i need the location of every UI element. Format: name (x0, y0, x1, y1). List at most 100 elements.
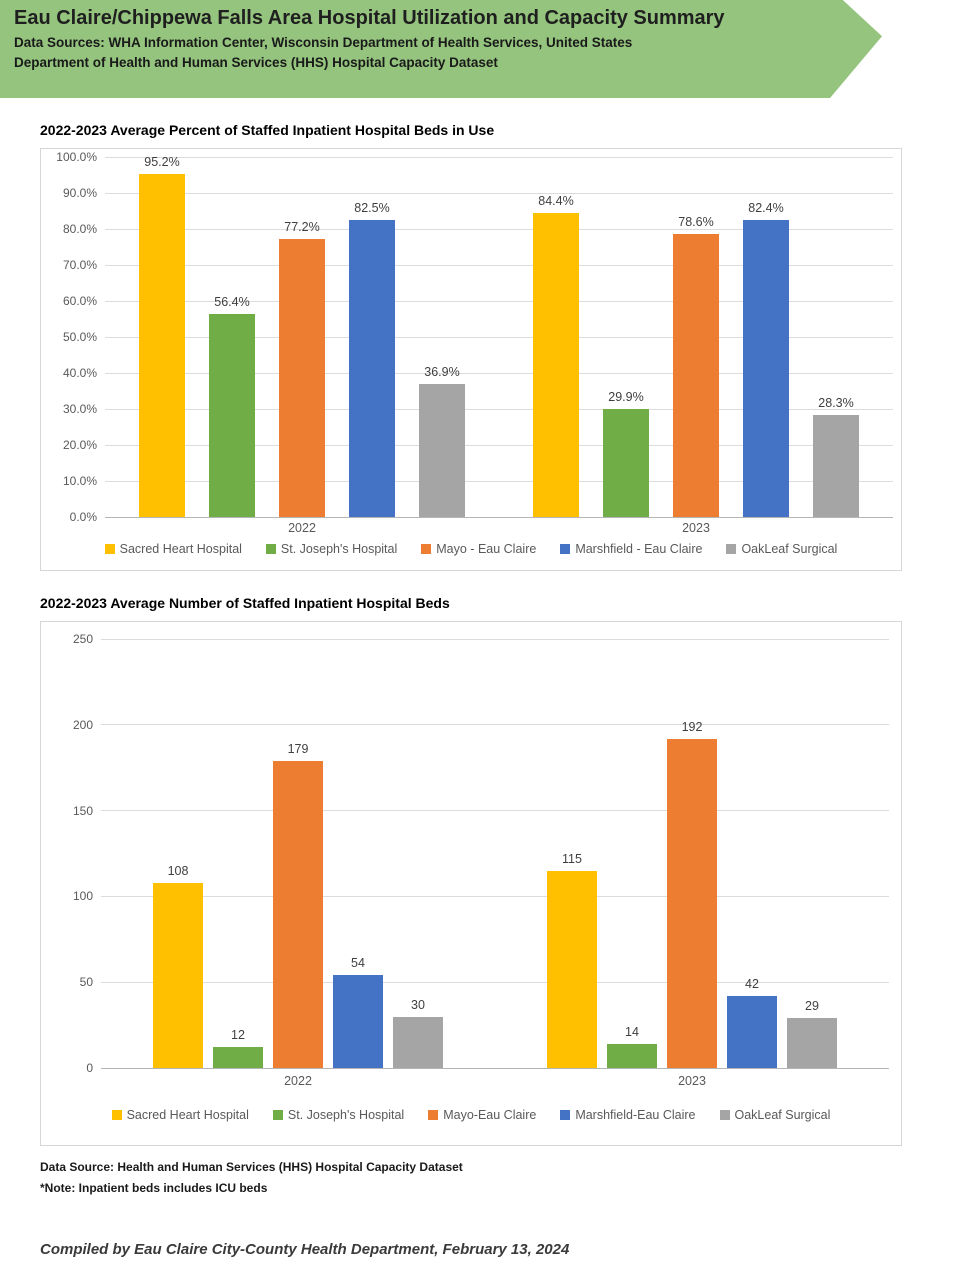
legend-item: Mayo - Eau Claire (421, 542, 536, 556)
legend-item: OakLeaf Surgical (726, 542, 837, 556)
bar (603, 409, 649, 517)
gridline (101, 981, 889, 983)
data-source-footnote: Data Source: Health and Human Services (… (40, 1160, 463, 1174)
bar-groups: 95.2% 56.4% 77.2% 82.5% 36.9% 84.4% 29.9% 78.6%… (105, 155, 893, 517)
legend-item: St. Joseph's Hospital (265, 542, 397, 556)
legend-item: Mayo-Eau Claire (428, 1108, 536, 1122)
y-tick-label: 0 (86, 1061, 93, 1075)
bar (533, 213, 579, 517)
legend-item: Sacred Heart Hospital (104, 542, 242, 556)
bar-group-2023: 115 14 192 42 29 (495, 639, 889, 1068)
gridline (105, 516, 893, 518)
bar-wrap: 12 (213, 1028, 263, 1068)
legend-label: Marshfield - Eau Claire (575, 542, 703, 556)
bar (727, 995, 777, 1068)
gridline (101, 1067, 889, 1069)
bar-value-label: 192 (681, 719, 703, 734)
legend-swatch (265, 544, 276, 554)
bar-wrap: 84.4% (533, 194, 579, 517)
bar-value-label: 42 (745, 976, 759, 991)
gridline (101, 724, 889, 726)
legend-label: St. Joseph's Hospital (287, 1108, 405, 1122)
y-tick-label: 50 (79, 975, 93, 990)
bar-wrap: 82.4% (743, 201, 789, 517)
legend-item: St. Joseph's Hospital (272, 1108, 405, 1122)
chart2-plot-area: 0 50 100 150 200 250 108 12 179 54 30 115 14 192 42 29 … (40, 621, 902, 1146)
bar (213, 1047, 263, 1068)
bar-group-2023: 84.4% 29.9% 78.6% 82.4% 28.3% (499, 157, 893, 517)
bar-value-label: 78.6% (678, 215, 714, 230)
compiled-by-footer: Compiled by Eau Claire City-County Healt… (40, 1241, 570, 1258)
bar-value-label: 28.3% (818, 396, 854, 411)
bar-value-label: 115 (562, 851, 582, 866)
bar (139, 174, 185, 517)
bar-groups: 108 12 179 54 30 115 14 192 42 29 (101, 639, 889, 1068)
chart1-title: 2022-2023 Average Percent of Staffed Inp… (40, 122, 495, 138)
gridline (105, 228, 893, 230)
y-tick-label: 90.0% (62, 186, 97, 200)
chart2-plot: 0 50 100 150 200 250 108 12 179 54 30 115 14 192 42 29 (73, 632, 889, 1075)
bar (153, 882, 203, 1068)
gridline (101, 638, 889, 640)
legend-item: Marshfield - Eau Claire (560, 542, 702, 556)
bar-wrap: 115 (547, 852, 597, 1068)
header-banner: Eau Claire/Chippewa Falls Area Hospital … (0, 0, 882, 98)
chart2-legend: Sacred Heart Hospital St. Joseph's Hospit… (41, 1108, 901, 1122)
y-tick-label: 0.0% (69, 510, 97, 524)
number-of-beds-section: 2022-2023 Average Number of Staffed Inpa… (40, 595, 902, 1146)
gridline (105, 336, 893, 338)
bar (333, 975, 383, 1068)
category-label: 2023 (682, 521, 710, 535)
gridline (101, 895, 889, 897)
bar (279, 239, 325, 517)
bar-wrap: 14 (607, 1025, 657, 1068)
bar-wrap: 29 (787, 999, 837, 1068)
legend-swatch (421, 544, 432, 554)
legend-swatch (111, 1110, 122, 1120)
bar-value-label: 29 (805, 999, 819, 1014)
bar (349, 220, 395, 517)
gridline (105, 480, 893, 482)
y-tick-label: 50.0% (62, 330, 97, 344)
bar-wrap: 77.2% (279, 220, 325, 517)
bar-wrap: 56.4% (209, 295, 255, 517)
bar (787, 1018, 837, 1068)
bar (813, 415, 859, 517)
bar-value-label: 14 (625, 1024, 639, 1039)
legend-label: Marshfield-Eau Claire (575, 1108, 696, 1122)
icu-note-footnote: *Note: Inpatient beds includes ICU beds (40, 1181, 268, 1195)
bar-value-label: 77.2% (284, 220, 320, 235)
bar-value-label: 30 (411, 997, 425, 1012)
bar-value-label: 84.4% (538, 194, 574, 209)
bar-wrap: 28.3% (813, 396, 859, 517)
gridline (105, 192, 893, 194)
y-tick-label: 150 (72, 803, 93, 818)
bar-value-label: 29.9% (608, 390, 644, 405)
gridline (105, 372, 893, 374)
gridline (105, 300, 893, 302)
gridline (105, 408, 893, 410)
category-label: 2022 (288, 521, 316, 535)
bar (419, 384, 465, 517)
chart2-title: 2022-2023 Average Number of Staffed Inpa… (40, 595, 450, 611)
chart1-plot-area: 0.0% 10.0% 20.0% 30.0% 40.0% 50.0% 60.0% 70.0% 8… (40, 148, 902, 571)
bar-wrap: 82.5% (349, 201, 395, 517)
y-tick-label: 30.0% (62, 402, 97, 416)
bar-wrap: 54 (333, 956, 383, 1068)
bar-value-label: 82.4% (748, 201, 784, 216)
category-label: 2023 (678, 1074, 706, 1088)
bar-value-label: 95.2% (144, 155, 180, 170)
bar-wrap: 36.9% (419, 365, 465, 517)
bar-wrap: 95.2% (139, 155, 185, 517)
bar-value-label: 179 (287, 741, 309, 756)
legend-item: OakLeaf Surgical (719, 1108, 830, 1122)
bar-wrap: 29.9% (603, 390, 649, 517)
legend-swatch (272, 1110, 283, 1120)
bar-group-2022: 108 12 179 54 30 (101, 639, 495, 1068)
chart1-x-axis-labels: 2022 2023 (105, 521, 893, 535)
bar-wrap: 78.6% (673, 215, 719, 517)
legend-label: Sacred Heart Hospital (126, 1108, 249, 1122)
legend-label: Mayo - Eau Claire (436, 542, 537, 556)
bar-value-label: 54 (351, 956, 365, 971)
y-tick-label: 200 (72, 717, 93, 732)
